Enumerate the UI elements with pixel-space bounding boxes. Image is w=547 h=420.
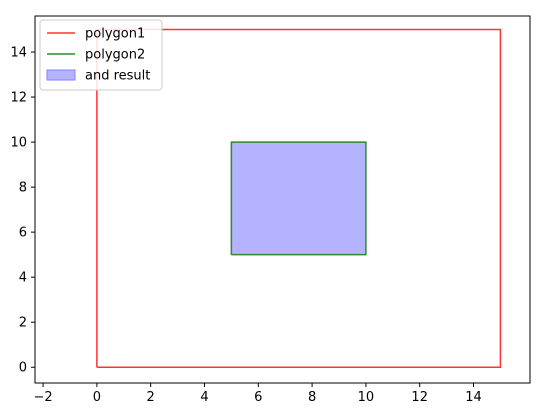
axes-frame	[34, 15, 531, 384]
series-line-polygon2	[230, 141, 367, 256]
x-tick-label: 8	[308, 390, 316, 405]
x-tick-label: 4	[200, 390, 208, 405]
series-line-polygon1	[96, 28, 502, 368]
y-tick-label: 8	[19, 181, 27, 196]
x-tick-label: −2	[33, 390, 52, 405]
y-tick-label: 12	[10, 91, 27, 106]
y-tick-label: 4	[19, 271, 27, 286]
plot-area	[96, 28, 502, 368]
x-tick-label: 2	[147, 390, 155, 405]
x-tick-label: 10	[358, 390, 375, 405]
x-tick-label: 6	[254, 390, 262, 405]
series-fill-and-result	[230, 141, 367, 256]
legend: polygon1 polygon2 and result	[39, 19, 163, 91]
x-tick-label: 14	[465, 390, 482, 405]
legend-label: polygon2	[85, 48, 145, 63]
y-tick-label: 14	[10, 46, 27, 61]
x-tick-label: 0	[93, 390, 101, 405]
legend-swatch	[46, 69, 76, 81]
y-tick-label: 6	[19, 226, 27, 241]
legend-label: polygon1	[85, 27, 145, 42]
y-tick-label: 0	[19, 361, 27, 376]
legend-label: and result	[85, 69, 150, 84]
axes: −2 0 2 4 6 8 10 12 14 0 2 4 6 8 10 12 14	[10, 15, 531, 405]
y-tick-label: 2	[19, 316, 27, 331]
y-tick-label: 10	[10, 136, 27, 151]
x-tick-label: 12	[411, 390, 428, 405]
